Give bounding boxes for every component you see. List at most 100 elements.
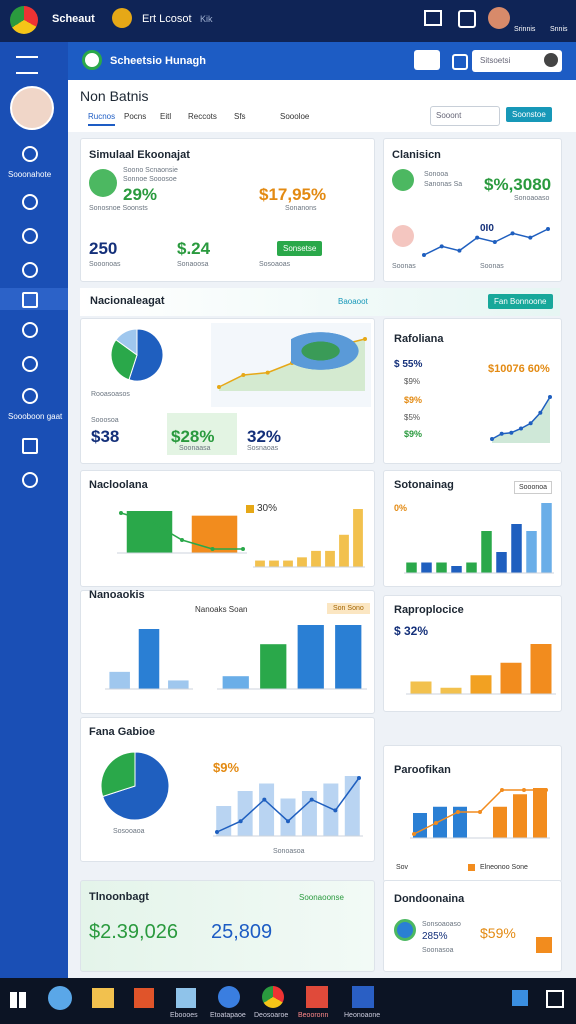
button[interactable]: Soonstoe	[506, 107, 552, 122]
item: $ 55%	[394, 359, 423, 370]
card: Tlnoonbagt Soonaoonse $2.39,026 25,809	[80, 880, 375, 972]
point	[499, 431, 504, 436]
nav-icon[interactable]	[22, 262, 38, 278]
point	[478, 810, 482, 814]
bar	[323, 783, 339, 836]
card: Nanoaokis Nanoaks Soan Son Sono	[80, 589, 375, 714]
bar	[269, 560, 279, 567]
app-icon[interactable]	[48, 986, 72, 1010]
nav-icon[interactable]	[22, 194, 38, 210]
bar	[222, 676, 249, 689]
window-icon[interactable]	[424, 10, 442, 26]
card-title: Dondoonaina	[394, 893, 465, 905]
tab[interactable]: Kik	[200, 14, 213, 24]
bar	[311, 550, 321, 567]
highlight	[167, 413, 237, 455]
app-label[interactable]: Beooronn	[298, 1012, 329, 1019]
tab[interactable]: Ert Lcosot	[142, 13, 192, 25]
metric: $%,3080	[484, 175, 552, 194]
share-icon[interactable]	[458, 10, 476, 28]
tab[interactable]: Eitl	[160, 112, 172, 121]
tab[interactable]: Rucnos	[88, 112, 116, 126]
account: Srinnis	[514, 26, 536, 33]
nav-icon[interactable]	[22, 322, 38, 338]
link[interactable]: Soonaoonse	[299, 893, 344, 902]
metric: 250	[89, 239, 118, 258]
label: Soonas	[480, 263, 504, 270]
tab[interactable]: Reccots	[188, 112, 217, 121]
app-icon[interactable]	[134, 988, 154, 1008]
app-icon[interactable]	[92, 988, 114, 1008]
app-icon[interactable]	[262, 986, 284, 1008]
nav-icon[interactable]	[22, 438, 38, 454]
nav-active[interactable]	[0, 288, 68, 310]
button[interactable]: Sooonoa	[514, 481, 553, 494]
pie-slice	[102, 751, 170, 821]
avatar[interactable]	[488, 7, 510, 29]
metric: 32%	[247, 427, 282, 446]
start-button[interactable]	[10, 992, 26, 1008]
app-icon[interactable]	[306, 986, 328, 1008]
app-icon[interactable]	[218, 986, 240, 1008]
nav-label[interactable]: Sooonahote	[8, 170, 52, 179]
bar	[283, 560, 293, 567]
nav-icon[interactable]	[22, 472, 38, 488]
app-icon[interactable]	[176, 988, 196, 1008]
app-label[interactable]: Eboooes	[170, 1012, 198, 1019]
page-search[interactable]	[430, 106, 500, 126]
header-icon[interactable]	[452, 54, 468, 70]
point	[457, 248, 462, 253]
tab[interactable]: Scheaut	[52, 13, 95, 25]
point	[286, 819, 290, 824]
metric: $28%	[171, 427, 215, 446]
app-label[interactable]: Deosoaroe	[254, 1012, 289, 1019]
sidebar	[0, 42, 68, 978]
app-label[interactable]: Etoatapaoe	[210, 1012, 246, 1019]
card-title: Simulaal Ekoonajat	[89, 149, 190, 161]
nav-icon[interactable]	[22, 146, 38, 162]
app-label[interactable]: Heonoaone	[344, 1012, 381, 1019]
button[interactable]: Sonsetse	[277, 241, 323, 256]
nav-icon[interactable]	[22, 228, 38, 244]
card-title: Clanisicn	[392, 149, 441, 161]
nav-label[interactable]: Soooboon gaat	[8, 412, 63, 421]
profile[interactable]	[10, 86, 54, 130]
bar	[109, 671, 130, 689]
button[interactable]: Fan Bonnoone	[488, 294, 553, 309]
metric: 0I0	[480, 223, 494, 234]
card-title: Fana Gabioe	[89, 726, 156, 738]
tray-icon[interactable]	[512, 990, 528, 1006]
browser-icon[interactable]	[10, 6, 38, 34]
point	[412, 832, 416, 836]
tab[interactable]: Pocns	[124, 112, 147, 121]
tab[interactable]: Soooloe	[280, 112, 310, 121]
link[interactable]: Baoaoot	[338, 297, 368, 306]
subtitle: Nanoaks Soan	[195, 605, 248, 614]
search-box[interactable]	[472, 50, 562, 72]
point	[210, 547, 215, 551]
tab[interactable]: Sfs	[234, 112, 246, 121]
bar	[260, 644, 287, 689]
menu-icon[interactable]	[16, 56, 38, 74]
icon	[536, 937, 552, 953]
nav-icon[interactable]	[22, 388, 38, 404]
tray-icon[interactable]	[546, 990, 564, 1008]
bar	[466, 562, 477, 573]
chart	[412, 788, 548, 836]
line	[120, 512, 243, 550]
section-bar	[80, 288, 560, 316]
nav-icon[interactable]	[22, 356, 38, 372]
bar	[533, 788, 547, 838]
nav-icon[interactable]	[22, 292, 38, 308]
legend-swatch	[468, 864, 475, 871]
bar	[353, 509, 363, 567]
page-search-text[interactable]: Sooont	[436, 111, 462, 120]
pie-slice	[115, 328, 138, 356]
search-icon[interactable]	[544, 53, 558, 67]
section-title: Nacionaleagat	[90, 295, 165, 307]
point	[357, 776, 361, 780]
header-button[interactable]	[414, 50, 440, 70]
app-icon[interactable]	[352, 986, 374, 1008]
search-placeholder[interactable]: Sitsoetsi	[480, 56, 511, 65]
